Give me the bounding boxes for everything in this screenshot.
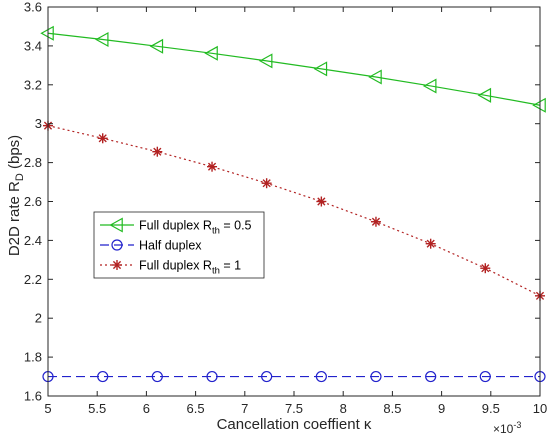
- series-0-point: [422, 78, 437, 94]
- legend-label: Full duplex Rth = 1: [139, 259, 241, 277]
- y-tick-label: 2.8: [24, 155, 42, 170]
- series-0-point: [40, 25, 54, 41]
- series-1-point: [261, 370, 273, 383]
- y-tick-label: 2.2: [24, 272, 42, 287]
- series-2-point: [261, 178, 272, 189]
- legend-label-tail: = 1: [220, 259, 241, 273]
- y-label-main: D2D rate R: [6, 181, 23, 256]
- legend-entry-0: Full duplex Rth = 0.5: [100, 217, 252, 237]
- series-0-point: [477, 87, 492, 103]
- series-2-point: [207, 161, 218, 172]
- series-0-point: [532, 97, 546, 113]
- legend-marker: [109, 217, 123, 233]
- series-0-point: [368, 69, 382, 85]
- series-1-point: [479, 370, 491, 383]
- x-tick-label: 6.5: [187, 401, 205, 416]
- y-axis-label: D2D rate RD (bps): [6, 135, 26, 256]
- legend-entry-2: Full duplex Rth = 1: [100, 259, 241, 277]
- legend-label-sub: th: [212, 226, 220, 237]
- y-tick-label: 3.4: [24, 38, 42, 53]
- y-label-sub: D: [14, 173, 26, 181]
- series-1-point: [425, 370, 437, 383]
- series-2-point: [316, 196, 327, 207]
- series-2-point: [425, 238, 436, 249]
- x-tick-label: 10: [533, 401, 547, 416]
- legend-label-tail: = 0.5: [220, 219, 252, 233]
- x-axis-label: Cancellation coeffient κ: [217, 416, 372, 433]
- x-tick-label: 9: [438, 401, 445, 416]
- x-tick-label: 8: [340, 401, 347, 416]
- x-tick-label: 5.5: [88, 401, 106, 416]
- legend-label-main: Half duplex: [139, 239, 202, 253]
- series-1-point: [370, 370, 382, 383]
- y-tick-label: 2: [35, 311, 42, 326]
- x-tick-label: 5: [44, 401, 51, 416]
- x-tick-label: 9.5: [482, 401, 500, 416]
- y-tick-label: 3: [35, 116, 42, 131]
- y-tick-label: 1.6: [24, 389, 42, 404]
- legend-label-main: Full duplex R: [139, 219, 212, 233]
- y-tick-label: 2.6: [24, 194, 42, 209]
- y-tick-label: 2.4: [24, 233, 42, 248]
- x-multiplier-exp: -3: [513, 420, 521, 430]
- x-tick-label: 7: [241, 401, 248, 416]
- legend-label: Full duplex Rth = 0.5: [139, 219, 252, 237]
- y-tick-label: 1.8: [24, 350, 42, 365]
- x-tick-label: 6: [143, 401, 150, 416]
- legend-marker: [111, 239, 123, 251]
- x-tick-label: 8.5: [383, 401, 401, 416]
- series-0-point: [94, 31, 109, 48]
- ticks-layer: 5 5.5 6 6.5 7 7.5 8 8.5 9 9.5 10 1.6 1.8 2 2.2 2.4 2.6 2.…: [24, 0, 547, 416]
- y-label-tail: (bps): [6, 135, 23, 173]
- y-tick-label: 3.6: [24, 0, 42, 15]
- x-tick-label: 7.5: [285, 401, 303, 416]
- legend-label-main: Full duplex R: [139, 259, 212, 273]
- y-tick-label: 3.2: [24, 77, 42, 92]
- series-1-point: [315, 370, 327, 383]
- series-1-point: [206, 370, 218, 383]
- series-2-point: [480, 263, 491, 274]
- legend-label-sub: th: [212, 266, 220, 277]
- series-1-point: [97, 370, 109, 383]
- series-1-point: [151, 370, 163, 383]
- x-axis-multiplier: ×10-3: [493, 420, 521, 436]
- legend-entry-1: Half duplex: [100, 239, 202, 253]
- series-line-2: [47, 125, 541, 297]
- legend-marker: [112, 260, 122, 270]
- series-2-point: [152, 146, 163, 157]
- series-2-point: [370, 216, 381, 227]
- series-0-point: [204, 45, 218, 61]
- x-multiplier-base: ×10: [493, 422, 514, 436]
- legend-label: Half duplex: [139, 239, 202, 253]
- series-2-point: [97, 133, 108, 144]
- series-0-point: [149, 38, 164, 54]
- series-0-point: [258, 53, 273, 69]
- series-line-0: [47, 32, 541, 106]
- series-0-point: [313, 61, 328, 77]
